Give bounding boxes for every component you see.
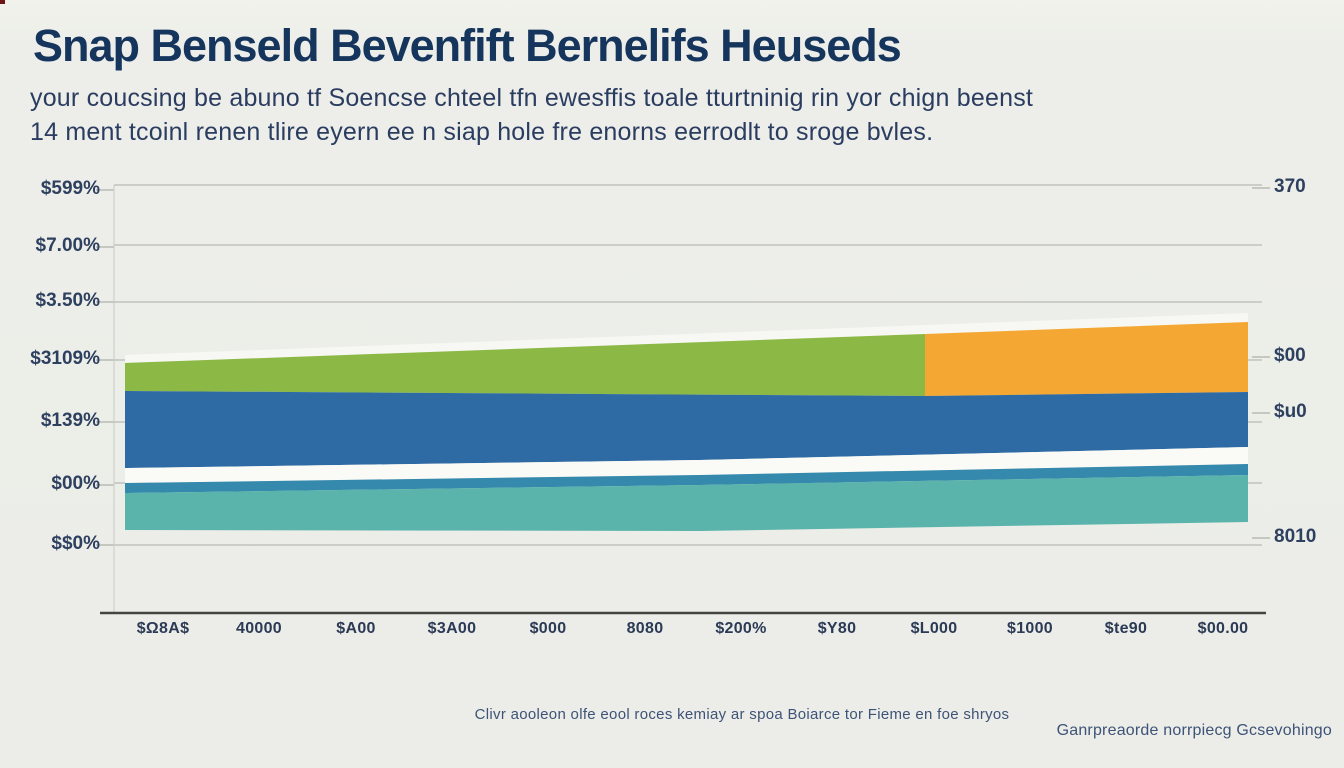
- y-axis-left-tick-label: $599%: [40, 178, 100, 199]
- band-green: [125, 334, 925, 396]
- y-axis-left-tick-label: $00%: [51, 473, 100, 494]
- band-teal: [125, 475, 1248, 531]
- chart-source-caption: Clivr aooleon olfe eool roces kemiay ar …: [474, 706, 1010, 723]
- y-axis-left-tick-label: $139%: [40, 410, 100, 431]
- y-axis-left-tick-label: $3.50%: [35, 290, 100, 311]
- x-axis-tick-label: 40000: [236, 620, 282, 637]
- subtitle-line-2: 14 ment tcoinl renen tlire eyern ee n si…: [30, 118, 934, 146]
- y-axis-right-tick-label: 370: [1274, 176, 1306, 197]
- x-axis-tick-label: $3A00: [427, 620, 477, 637]
- band-band-gap: [125, 447, 1248, 483]
- corner-artifact: [0, 0, 5, 4]
- x-axis-tick-label: 8080: [626, 620, 664, 637]
- x-axis-tick-label: $te90: [1104, 620, 1148, 637]
- y-axis-left-tick-label: $$0%: [51, 533, 100, 554]
- x-axis-tick-label: $00.00: [1197, 620, 1249, 637]
- band-orange: [925, 322, 1248, 396]
- x-axis-tick-label: $1000: [1007, 620, 1053, 637]
- x-axis-tick-label: $L000: [910, 620, 958, 637]
- x-axis-tick-label: $000: [529, 620, 567, 637]
- x-axis-tick-label: $Y80: [817, 620, 857, 637]
- band-blue: [125, 391, 1248, 468]
- y-axis-left-tick-label: $3109%: [30, 348, 100, 369]
- subtitle-line-1: your coucsing be abuno tf Soencse chteel…: [30, 84, 1034, 112]
- band-teal-edge: [125, 464, 1248, 493]
- page-title: Snap Benseld Bevenfift Bernelifs Heuseds: [33, 20, 902, 71]
- y-axis-right-tick-label: $u0: [1274, 401, 1307, 422]
- y-axis-right-tick-label: $00: [1274, 345, 1306, 366]
- y-axis-right-tick-label: 8010: [1274, 526, 1317, 547]
- x-axis-tick-label: $A00: [336, 620, 376, 637]
- chart-credit: Ganrpreaorde norrpiecg Gcsevohingo: [1056, 722, 1332, 739]
- x-axis-tick-label: $200%: [715, 620, 767, 637]
- band-top-highlight: [125, 313, 1248, 364]
- y-axis-left-tick-label: $7.00%: [35, 235, 100, 256]
- x-axis-tick-label: $Ω8A$: [136, 620, 190, 637]
